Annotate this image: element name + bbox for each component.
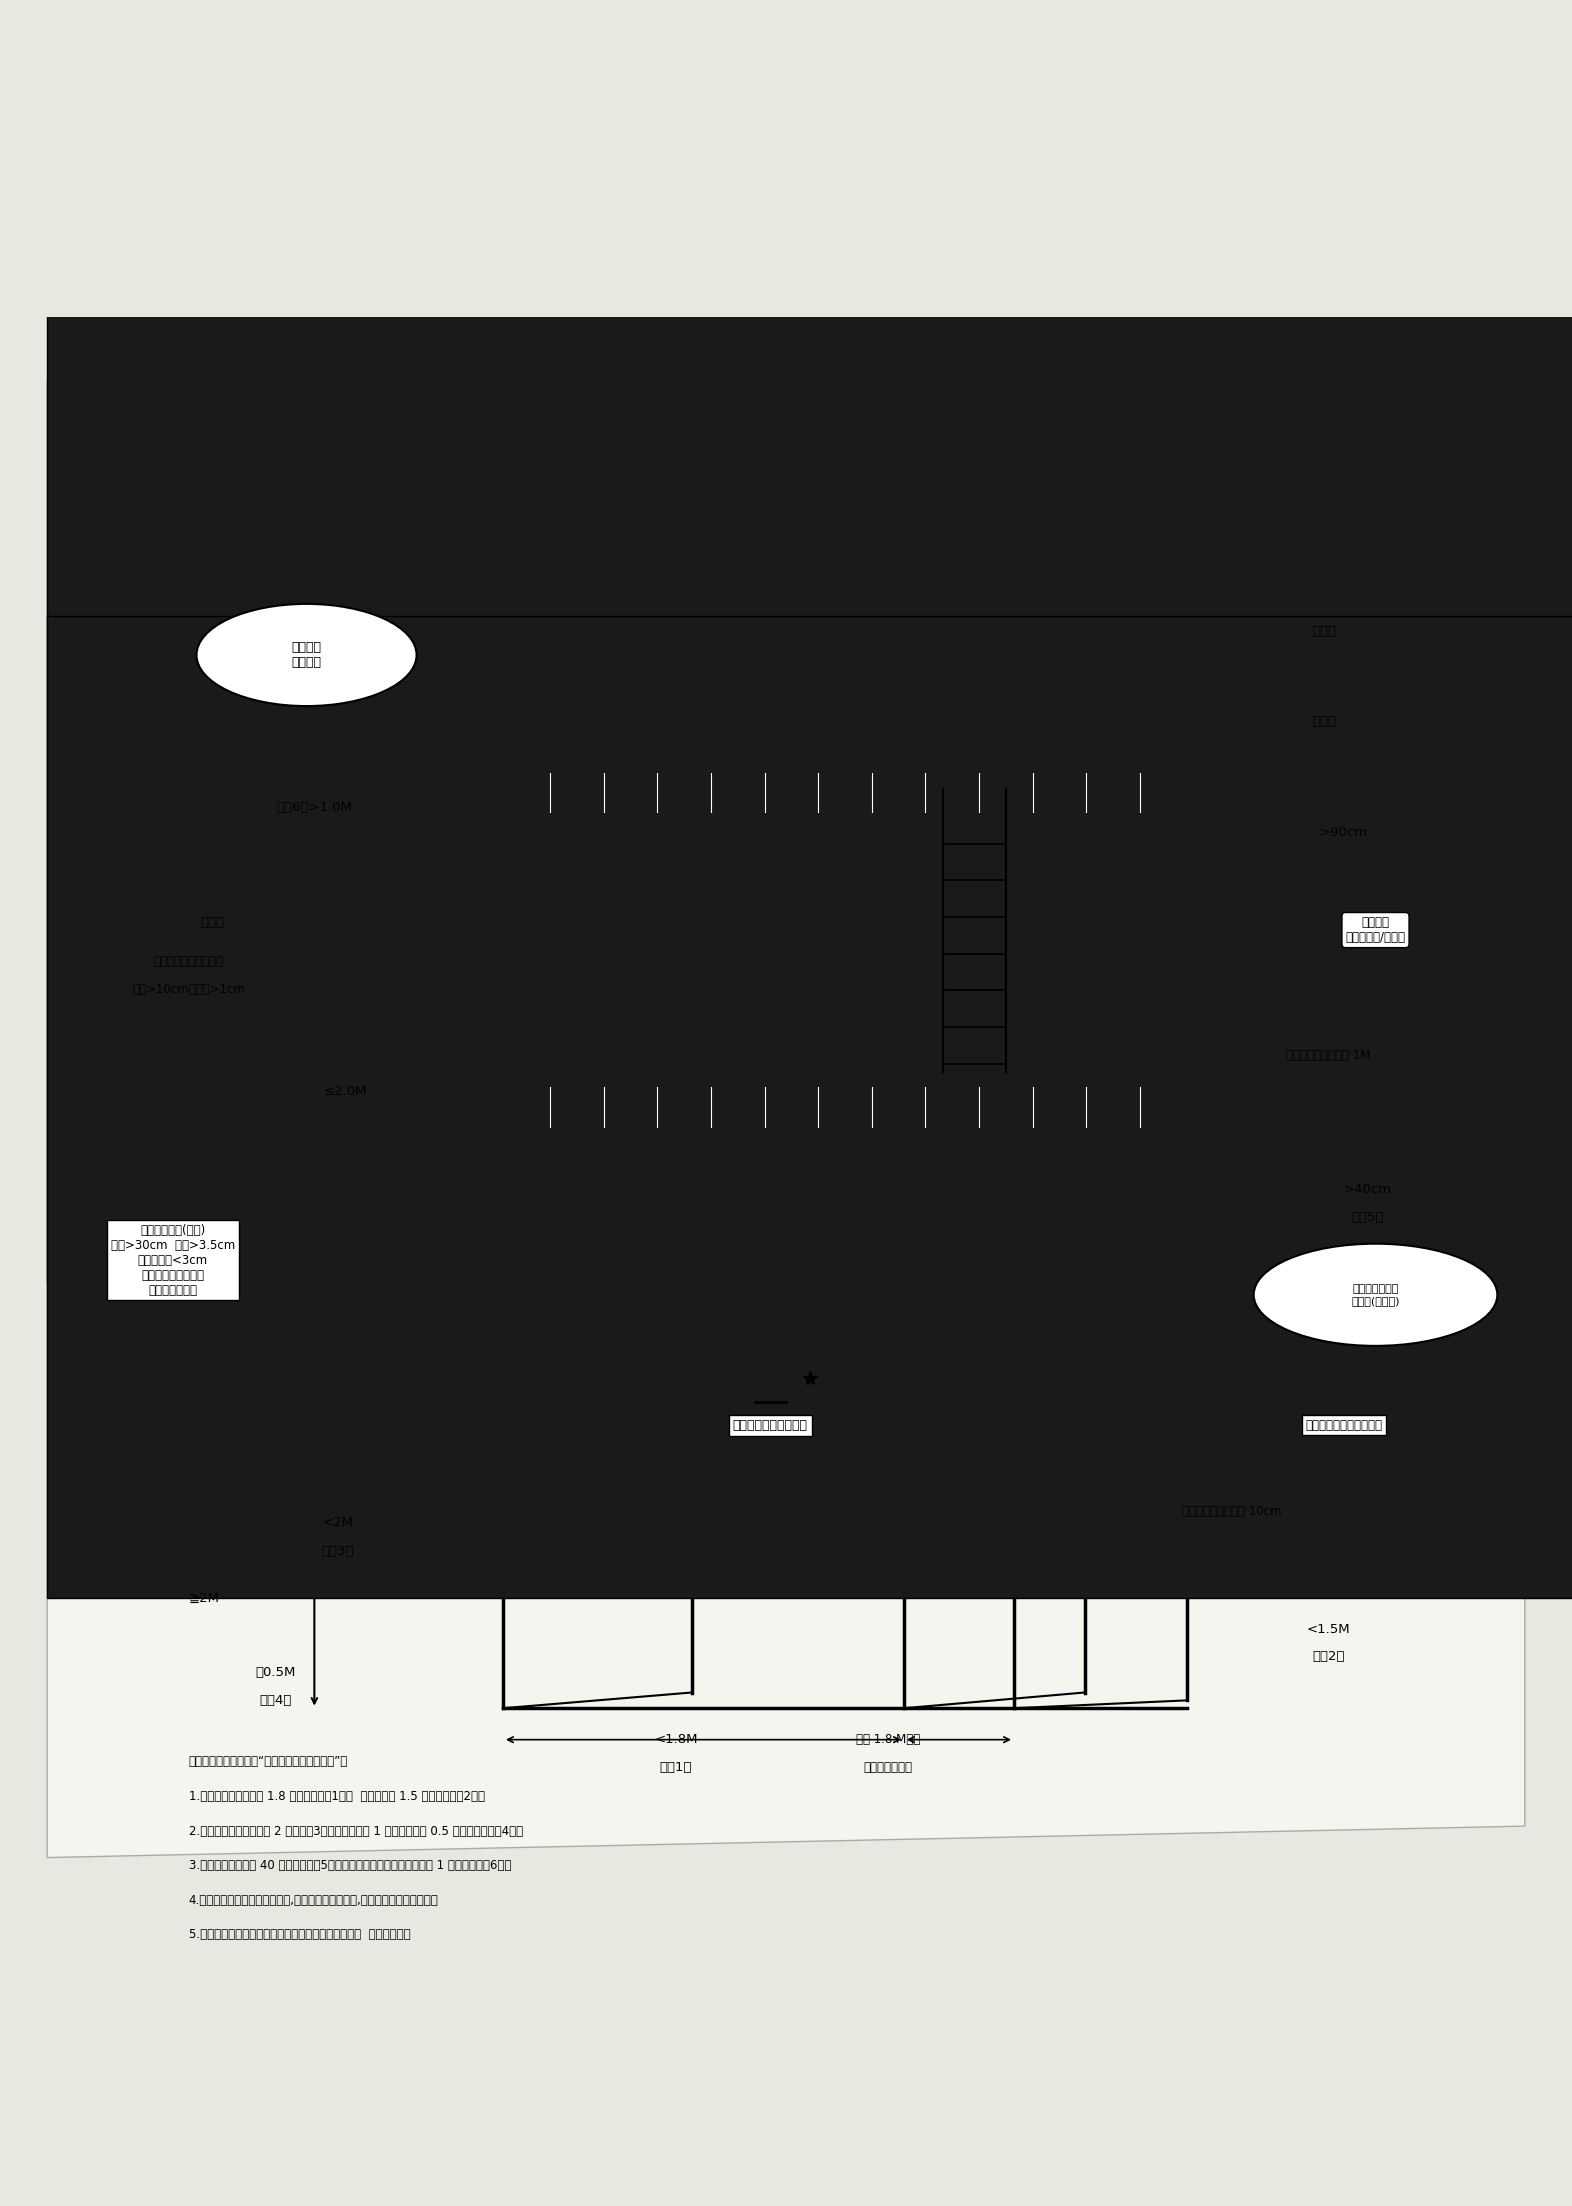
Text: 管端須有橡膠護套塗螢光: 管端須有橡膠護套塗螢光 xyxy=(1306,1418,1382,1432)
Text: ≤2.0M: ≤2.0M xyxy=(324,1085,368,1099)
Text: 腳趾板: 腳趾板 xyxy=(200,915,225,929)
Text: <2M: <2M xyxy=(322,1516,354,1529)
Text: 大於 1.8 M須有: 大於 1.8 M須有 xyxy=(857,1734,920,1747)
Text: <1.5M: <1.5M xyxy=(1306,1624,1350,1637)
Text: 約0.5M: 約0.5M xyxy=(255,1666,296,1679)
Text: <1.8M: <1.8M xyxy=(654,1734,698,1747)
Text: 施工架設施標準（5公尺以下單管式鋼管施工架）: 施工架設施標準（5公尺以下單管式鋼管施工架） xyxy=(619,408,953,430)
Text: >90cm: >90cm xyxy=(1320,825,1368,838)
Ellipse shape xyxy=(196,604,417,706)
Text: 中欄杆: 中欄杆 xyxy=(1313,715,1336,728)
Text: 圖示說明：（其餘參考“營造安全衛生設施標準”）: 圖示說明：（其餘參考“營造安全衛生設施標準”） xyxy=(189,1756,347,1769)
Text: >40cm: >40cm xyxy=(1344,1182,1391,1196)
Text: 寬度>10cm，厚度>1cm: 寬度>10cm，厚度>1cm xyxy=(132,984,245,997)
Text: 5.施工架須掛牌簽名（檢查合格、限制使用、禁止使用  三者擇一）。: 5.施工架須掛牌簽名（檢查合格、限制使用、禁止使用 三者擇一）。 xyxy=(189,1928,410,1941)
Text: 2.橫樑垂直間距不得大於 2 公尺（註3），距地面上第 1 根橫欄應置於 0.5 公尺之位置（註4）。: 2.橫樑垂直間距不得大於 2 公尺（註3），距地面上第 1 根橫欄應置於 0.5… xyxy=(189,1824,523,1838)
Text: 護欄高度
包括上欄杆/中欄杆: 護欄高度 包括上欄杆/中欄杆 xyxy=(1346,915,1405,944)
Text: ≧2M: ≧2M xyxy=(189,1593,220,1604)
Text: 【註2】: 【註2】 xyxy=(1313,1650,1344,1663)
FancyBboxPatch shape xyxy=(47,615,1572,1597)
Text: 工作平台踏板(木板)
寬度>30cm  厚度>3.5cm
板料間縫隙<3cm
支撐點至少２處以上
且無脫落或位移: 工作平台踏板(木板) 寬度>30cm 厚度>3.5cm 板料間縫隙<3cm 支撐… xyxy=(110,1224,236,1297)
FancyBboxPatch shape xyxy=(47,302,1572,1284)
Text: 管端突出最好勿超過 10cm: 管端突出最好勿超過 10cm xyxy=(1182,1504,1281,1518)
Text: 1.立柱之間距：縱向為 1.8 公尺以下（註1）；  樑間方向為 1.5 公尺以下（註2）。: 1.立柱之間距：縱向為 1.8 公尺以下（註1）； 樑間方向為 1.5 公尺以下… xyxy=(189,1789,484,1802)
Text: 【註5】: 【註5】 xyxy=(1352,1211,1383,1224)
Text: 【註4】: 【註4】 xyxy=(259,1694,291,1707)
Text: 斜撐或立柱補強: 斜撐或立柱補強 xyxy=(863,1760,913,1774)
Text: 平台入口設可開
關欄杆(未規定): 平台入口設可開 關欄杆(未規定) xyxy=(1352,1284,1399,1306)
Text: 第二層平
台樓梯口: 第二層平 台樓梯口 xyxy=(291,642,322,668)
Text: 【註3】: 【註3】 xyxy=(322,1544,354,1557)
Text: 上欄杆: 上欄杆 xyxy=(1313,624,1336,638)
Text: 腳趾板密接工作台踏板: 腳趾板密接工作台踏板 xyxy=(154,955,223,968)
Text: 垂直安全母索及絕夾器: 垂直安全母索及絕夾器 xyxy=(733,1418,808,1432)
Text: 【註6】>1.0M: 【註6】>1.0M xyxy=(277,801,352,814)
Text: 4.施工架基礎地面應平整且緊密,並視以適當材質墊料,防止滑動或不均勻沉陷。: 4.施工架基礎地面應平整且緊密,並視以適當材質墊料,防止滑動或不均勻沉陷。 xyxy=(189,1893,439,1906)
Text: 【註1】: 【註1】 xyxy=(660,1760,692,1774)
Text: 3.工作平台寬度應有 40 公分以上（註5）。工作台應低於施工架立柱頂點 1 公尺以上（註6）。: 3.工作平台寬度應有 40 公分以上（註5）。工作台應低於施工架立柱頂點 1 公… xyxy=(189,1860,511,1873)
Text: 爬梯須延伸超過平台 1M: 爬梯須延伸超過平台 1M xyxy=(1286,1050,1371,1063)
Ellipse shape xyxy=(1254,1244,1497,1346)
Polygon shape xyxy=(47,349,1525,1857)
